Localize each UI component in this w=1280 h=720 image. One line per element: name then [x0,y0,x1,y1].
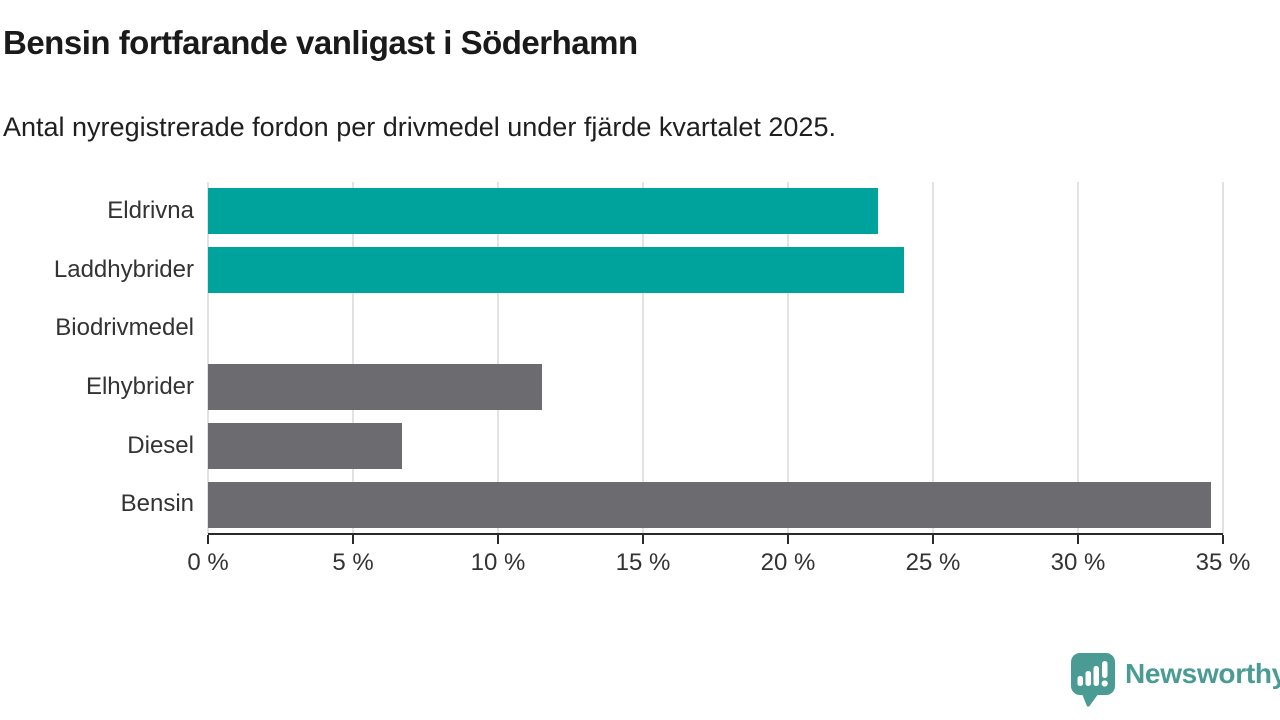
bar-diesel [208,423,403,469]
tick-label-10: 10 % [470,549,526,576]
gridline-10 [497,182,499,534]
tick-label-20: 20 % [760,549,816,576]
tick-mark-0 [207,535,209,544]
category-label-biodrivmedel: Biodrivmedel [55,314,194,342]
newsworthy-logo: Newsworthy [1068,652,1280,707]
tick-mark-20 [787,535,789,544]
category-label-elhybrider: Elhybrider [85,373,194,400]
gridline-30 [1077,182,1079,534]
category-label-bensin: Bensin [120,490,194,518]
gridline-20 [787,182,789,534]
bar-eldrivna [208,188,878,235]
gridline-5 [352,182,354,534]
category-axis: Eldrivna Laddhybrider Biodrivmedel Elhybrid… [0,182,194,534]
bar-elhybrider [208,364,542,411]
category-label-eldrivna: Eldrivna [107,197,194,224]
tick-mark-30 [1077,535,1079,544]
tick-label-15: 15 % [615,549,671,576]
tick-label-30: 30 % [1050,549,1106,576]
value-axis: 0 % 5 % 10 % 15 % 20 % 25 % 30 % 35 % [187,533,1250,585]
chart-title: Bensin fortfarande vanligast i Söderhamn [3,24,638,61]
newsworthy-speech-bubble-chart-icon [1071,653,1115,707]
tick-mark-35 [1222,535,1224,544]
logo-wordmark: Newsworthy [1125,658,1280,689]
chart-subtitle: Antal nyregistrerade fordon per drivmede… [3,112,836,142]
tick-mark-10 [497,535,499,544]
tick-label-0: 0 % [187,549,229,576]
gridline-0 [207,182,209,534]
tick-mark-5 [352,535,354,544]
bar-laddhybrider [208,247,904,293]
gridline-25 [932,182,934,534]
gridline-35 [1222,182,1224,534]
tick-label-5: 5 % [332,549,374,576]
category-label-laddhybrider: Laddhybrider [53,255,194,283]
plot-area [207,182,1224,534]
category-label-diesel: Diesel [127,431,194,459]
tick-mark-15 [642,535,644,544]
tick-mark-25 [932,535,934,544]
bar-bensin [208,481,1212,528]
gridline-15 [642,182,644,534]
tick-label-25: 25 % [905,549,961,576]
tick-label-35: 35 % [1195,549,1251,576]
